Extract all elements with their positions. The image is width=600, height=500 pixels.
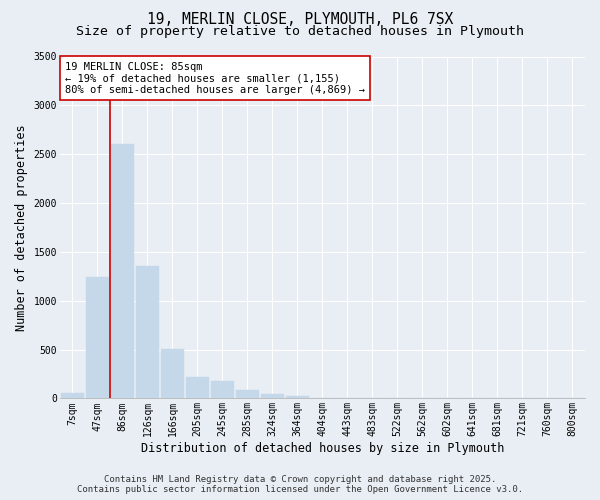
Bar: [211, 382, 233, 398]
Text: 19, MERLIN CLOSE, PLYMOUTH, PL6 7SX: 19, MERLIN CLOSE, PLYMOUTH, PL6 7SX: [147, 12, 453, 28]
X-axis label: Distribution of detached houses by size in Plymouth: Distribution of detached houses by size …: [141, 442, 504, 455]
Bar: [86, 278, 109, 398]
Y-axis label: Number of detached properties: Number of detached properties: [15, 124, 28, 331]
Bar: [61, 393, 83, 398]
Bar: [161, 348, 184, 399]
Bar: [261, 394, 284, 398]
Bar: [136, 266, 158, 398]
Bar: [286, 396, 308, 398]
Text: Size of property relative to detached houses in Plymouth: Size of property relative to detached ho…: [76, 25, 524, 38]
Text: Contains HM Land Registry data © Crown copyright and database right 2025.
Contai: Contains HM Land Registry data © Crown c…: [77, 474, 523, 494]
Bar: [236, 390, 259, 398]
Text: 19 MERLIN CLOSE: 85sqm
← 19% of detached houses are smaller (1,155)
80% of semi-: 19 MERLIN CLOSE: 85sqm ← 19% of detached…: [65, 62, 365, 95]
Bar: [186, 377, 209, 398]
Bar: [111, 144, 134, 398]
